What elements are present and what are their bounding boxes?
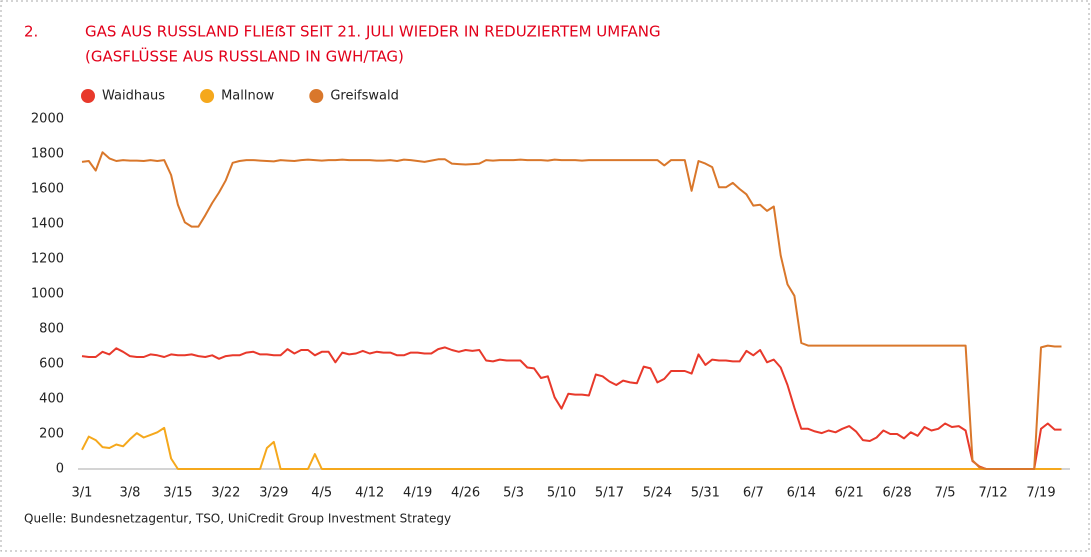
y-tick-label: 200 [39, 427, 64, 442]
x-tick-label: 7/19 [1026, 486, 1055, 501]
y-tick-label: 1000 [31, 287, 64, 302]
x-tick-label: 6/21 [835, 486, 864, 501]
x-tick-label: 4/12 [355, 486, 384, 501]
y-tick-label: 400 [39, 392, 64, 407]
chart-title: GAS AUS RUSSLAND FLIEẞT SEIT 21. JULI WI… [85, 23, 661, 41]
x-tick-label: 5/3 [503, 486, 524, 501]
y-tick-label: 2000 [31, 112, 64, 127]
y-tick-label: 800 [39, 322, 64, 337]
legend-marker [309, 89, 324, 103]
x-tick-label: 5/10 [547, 486, 576, 501]
x-tick-label: 3/1 [72, 486, 93, 501]
chart-subtitle: (GASFLÜSSE AUS RUSSLAND IN GWH/TAG) [85, 47, 404, 66]
x-tick-label: 6/14 [787, 486, 816, 501]
x-tick-label: 3/29 [259, 486, 288, 501]
y-tick-label: 600 [39, 357, 64, 372]
x-tick-label: 5/31 [691, 486, 720, 501]
x-tick-label: 6/28 [883, 486, 912, 501]
y-tick-label: 1400 [31, 217, 64, 232]
x-tick-label: 4/5 [311, 486, 332, 501]
x-tick-label: 3/22 [211, 486, 240, 501]
y-tick-label: 1600 [31, 182, 64, 197]
legend-label: Waidhaus [102, 89, 165, 104]
legend-label: Mallnow [221, 89, 275, 104]
x-tick-label: 5/24 [643, 486, 672, 501]
y-tick-label: 1800 [31, 147, 64, 162]
x-tick-label: 7/12 [978, 486, 1007, 501]
y-tick-label: 0 [56, 462, 64, 477]
x-tick-label: 6/7 [743, 486, 764, 501]
series-line [81, 346, 1062, 470]
legend-marker [81, 89, 95, 103]
x-tick-label: 3/15 [163, 486, 192, 501]
x-tick-label: 3/8 [119, 486, 140, 501]
legend-label: Greifswald [330, 89, 399, 104]
x-tick-label: 4/26 [451, 486, 480, 501]
x-tick-label: 5/17 [595, 486, 624, 501]
x-tick-label: 7/5 [935, 486, 956, 501]
x-tick-label: 4/19 [403, 486, 432, 501]
source-note: Quelle: Bundesnetzagentur, TSO, UniCredi… [24, 512, 451, 526]
legend-marker [200, 89, 215, 103]
chart-number: 2. [24, 23, 38, 41]
series-line [81, 426, 1062, 470]
series-line [81, 151, 1062, 470]
y-tick-label: 1200 [31, 252, 64, 267]
